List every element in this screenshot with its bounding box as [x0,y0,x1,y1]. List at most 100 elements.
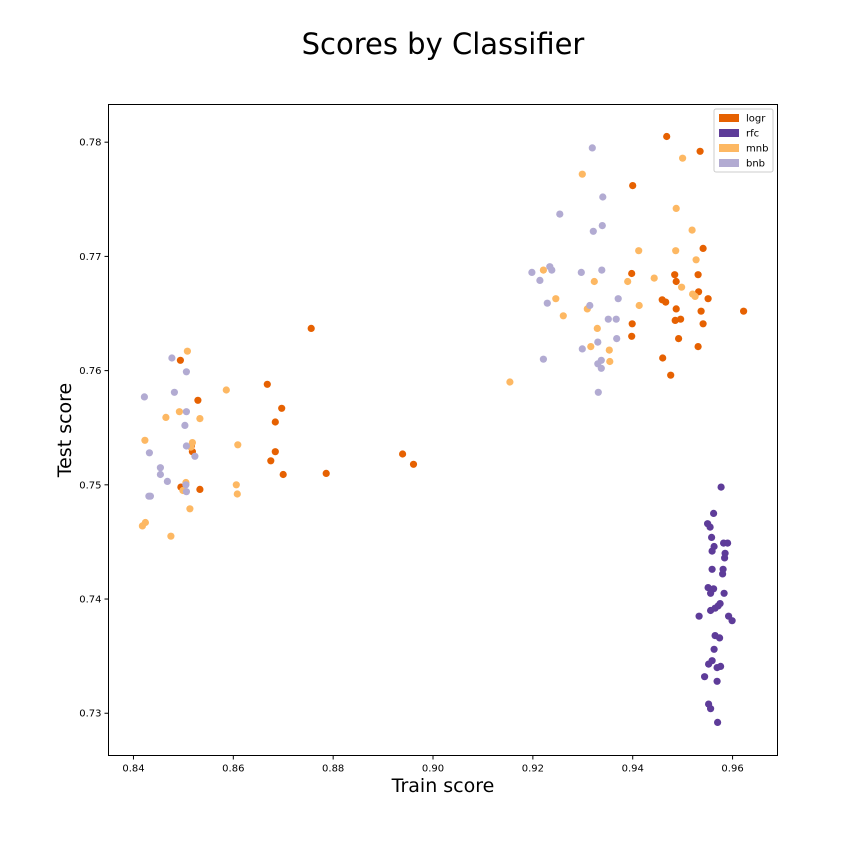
point-rfc-10 [721,554,729,562]
point-bnb-2 [170,388,178,396]
legend-label-logr: logr [746,114,766,125]
point-bnb-9 [156,464,164,472]
x-tick-label-0: 0.84 [122,764,144,775]
point-bnb-30 [604,315,612,323]
point-logr-19 [699,244,707,252]
point-mnb-31 [691,292,699,300]
point-rfc-24 [728,617,736,625]
point-mnb-4 [196,415,204,423]
point-logr-23 [672,277,680,286]
point-logr-31 [677,315,685,323]
point-logr-35 [628,332,636,340]
point-logr-20 [628,269,636,278]
point-bnb-11 [163,477,171,485]
point-logr-26 [662,298,670,306]
point-mnb-36 [593,324,601,332]
data-points [138,132,748,727]
point-mnb-16 [167,532,175,540]
point-bnb-6 [182,442,190,450]
point-logr-28 [672,305,680,313]
point-mnb-28 [624,277,632,286]
y-axis-ticks: 0.73 0.74 0.75 0.76 0.77 0.78 [79,138,109,720]
point-logr-0 [176,356,184,364]
legend-label-rfc: rfc [746,129,759,140]
point-mnb-22 [635,247,643,255]
x-axis-title: Train score [391,775,495,797]
y-tick-label-4: 0.77 [79,252,101,263]
point-bnb-28 [543,299,551,307]
point-rfc-13 [719,570,727,578]
legend-swatch-rfc [719,129,739,137]
point-rfc-29 [705,660,713,668]
point-mnb-3 [162,413,170,421]
point-mnb-12 [233,490,241,498]
point-logr-9 [271,448,279,456]
point-bnb-5 [181,421,189,429]
point-rfc-6 [724,539,732,547]
point-bnb-17 [599,193,607,201]
point-logr-27 [704,295,712,303]
point-bnb-32 [613,335,621,343]
point-bnb-23 [528,268,536,276]
point-logr-16 [663,132,671,141]
x-tick-label-5: 0.94 [622,764,644,775]
point-rfc-27 [710,645,718,653]
point-mnb-20 [672,204,680,212]
point-mnb-13 [186,505,194,513]
y-tick-label-3: 0.76 [79,366,101,377]
point-mnb-24 [692,256,700,264]
point-bnb-15 [146,492,154,500]
y-tick-label-2: 0.75 [79,480,101,491]
point-rfc-17 [720,589,728,597]
point-logr-6 [263,380,271,388]
point-logr-36 [675,335,683,343]
point-bnb-8 [191,452,199,460]
plot-area [108,104,778,756]
point-rfc-3 [706,523,714,531]
point-rfc-0 [717,483,725,491]
point-logr-10 [267,457,275,465]
y-axis-title: Test score [54,383,76,479]
point-bnb-27 [614,295,622,303]
point-logr-1 [194,396,202,404]
point-bnb-29 [586,301,594,310]
point-rfc-12 [708,565,716,573]
x-axis-ticks: 0.84 0.86 0.88 0.90 0.92 0.94 0.96 [122,755,744,775]
point-mnb-5 [234,441,242,449]
point-logr-21 [671,271,679,279]
point-rfc-4 [708,533,716,542]
chart-title: Scores by Classifier [302,27,585,61]
point-logr-32 [671,316,679,324]
x-tick-label-3: 0.90 [422,764,444,775]
point-logr-13 [322,469,330,477]
point-mnb-27 [590,277,598,286]
point-bnb-34 [578,345,586,353]
point-mnb-26 [650,274,658,282]
point-rfc-1 [710,509,718,517]
point-logr-12 [307,324,315,332]
x-tick-label-2: 0.88 [322,764,344,775]
point-bnb-35 [539,355,548,363]
point-logr-14 [399,450,407,458]
point-bnb-19 [598,222,606,230]
point-bnb-0 [168,354,176,362]
point-bnb-4 [182,408,190,416]
point-bnb-22 [548,266,556,274]
legend-swatch-logr [719,114,739,122]
point-mnb-33 [635,301,643,310]
x-tick-label-4: 0.92 [522,764,544,775]
point-rfc-36 [714,718,722,727]
point-mnb-17 [506,378,514,386]
point-mnb-15 [138,522,146,530]
point-mnb-19 [679,154,687,162]
point-bnb-39 [594,388,602,396]
point-rfc-31 [713,664,721,672]
point-bnb-31 [612,315,620,323]
point-mnb-37 [587,343,595,351]
point-mnb-1 [222,386,230,394]
point-logr-29 [697,307,705,315]
legend-label-bnb: bnb [746,159,765,170]
plot-frame [108,104,778,756]
point-mnb-0 [183,347,191,355]
point-bnb-12 [182,481,190,489]
